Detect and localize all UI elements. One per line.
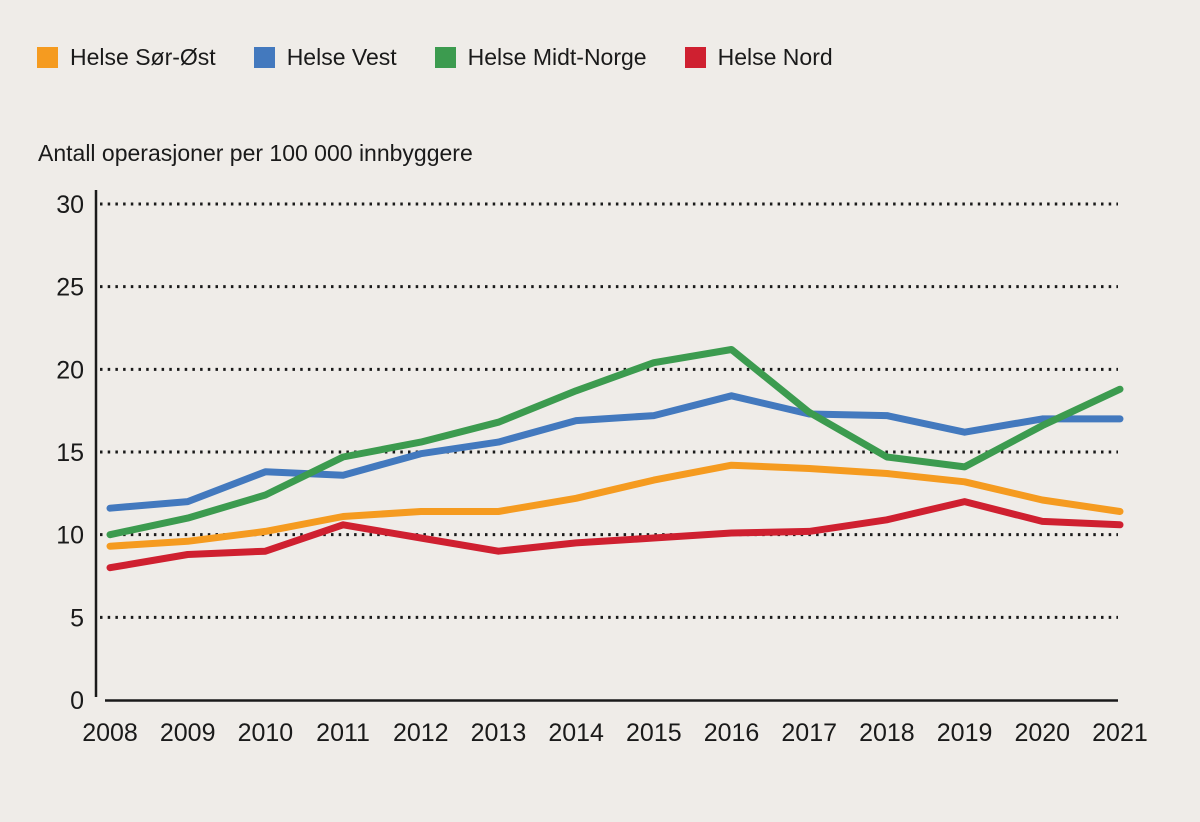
line-helse-nord (106, 498, 1124, 572)
legend-label: Helse Sør-Øst (70, 44, 216, 70)
y-tick-labels: 0 5 10 15 20 25 30 (56, 191, 84, 715)
x-tick-label: 2018 (859, 719, 915, 747)
line-helse-sor-ost (106, 461, 1124, 550)
x-tick-label: 2017 (781, 719, 837, 747)
x-tick-labels: 2008 2009 2010 2011 2012 2013 2014 2015 2016 2017… (82, 719, 1148, 747)
x-tick-label: 2019 (937, 719, 993, 747)
x-tick-label: 2009 (160, 719, 216, 747)
gridlines (100, 202, 1118, 619)
line-helse-vest (106, 392, 1124, 512)
y-tick-label: 20 (56, 356, 84, 384)
y-tick-label: 15 (56, 439, 84, 467)
x-tick-label: 2015 (626, 719, 682, 747)
legend-swatch-helse-midt-norge (434, 47, 456, 68)
y-tick-label: 5 (70, 604, 84, 632)
legend-item-helse-midt-norge: Helse Midt-Norge (434, 44, 647, 70)
x-tick-label: 2013 (471, 719, 527, 747)
x-tick-label: 2012 (393, 719, 449, 747)
x-tick-label: 2008 (82, 719, 138, 747)
legend-swatch-helse-sor-ost (37, 47, 58, 68)
y-tick-label: 0 (70, 687, 84, 715)
legend-label: Helse Nord (717, 44, 833, 70)
x-tick-label: 2020 (1014, 719, 1070, 747)
x-tick-label: 2010 (238, 719, 294, 747)
x-tick-label: 2014 (548, 719, 604, 747)
y-tick-label: 30 (56, 191, 84, 219)
legend-label: Helse Midt-Norge (467, 44, 647, 70)
x-tick-label: 2011 (316, 719, 370, 747)
chart-title: Antall operasjoner per 100 000 innbygger… (38, 140, 473, 166)
legend-swatch-helse-nord (684, 47, 706, 68)
legend-item-helse-sor-ost: Helse Sør-Øst (37, 46, 216, 69)
legend: Helse Sør-Øst Helse Vest Helse Midt-Norge H… (37, 46, 833, 69)
y-tick-label: 10 (56, 522, 84, 550)
legend-item-helse-nord: Helse Nord (684, 44, 833, 70)
legend-item-helse-vest: Helse Vest (253, 44, 397, 70)
line-helse-midt-norge (106, 346, 1124, 539)
legend-swatch-helse-vest (253, 47, 275, 68)
x-tick-label: 2021 (1092, 719, 1148, 747)
y-tick-label: 25 (56, 274, 84, 302)
x-tick-label: 2016 (704, 719, 760, 747)
legend-label: Helse Vest (286, 44, 397, 70)
